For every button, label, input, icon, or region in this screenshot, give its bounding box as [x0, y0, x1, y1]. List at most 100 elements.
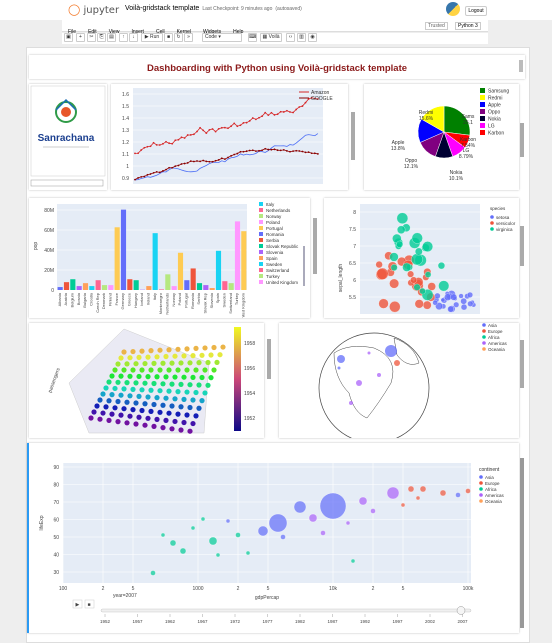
restart-icon[interactable]: ↻ [174, 33, 183, 42]
x-tick-label: Netherlands [164, 293, 169, 315]
jupyter-logo[interactable]: ◯ jupyter [68, 3, 120, 16]
pie-label: Apple [392, 140, 405, 146]
slider-tick-label: 1992 [360, 619, 371, 624]
scatter3d-point [109, 411, 115, 417]
scatter3d-point [139, 387, 145, 393]
trusted-indicator[interactable]: Trusted [425, 22, 448, 30]
series-point [149, 145, 152, 148]
pie-chart[interactable]: Sams25.1Redmi15.6%Apple13.8%Oppo12.1%Nok… [364, 84, 519, 190]
bar [222, 281, 228, 290]
series-point [137, 152, 139, 155]
bubble [319, 492, 347, 520]
scrollbar[interactable] [520, 226, 524, 266]
camera-icon[interactable]: ◉ [308, 33, 317, 42]
bubble [257, 525, 269, 537]
scatter3d-point [97, 397, 103, 403]
scatter3d-point [139, 367, 145, 373]
add-cell-icon[interactable]: + [76, 33, 85, 42]
move-down-icon[interactable]: ↓ [129, 33, 138, 42]
stop-icon: ■ [88, 602, 91, 608]
menu-edit[interactable]: Edit [88, 29, 97, 35]
y-tick-label: 70 [53, 500, 59, 506]
data-point [460, 297, 467, 305]
year-slider-track[interactable] [100, 608, 472, 613]
code-icon[interactable]: ‹› [286, 33, 295, 42]
scrollbar[interactable] [313, 218, 317, 274]
legend-label: Oppo [488, 110, 500, 116]
menu-help[interactable]: Help [233, 29, 244, 35]
bar [120, 209, 127, 290]
series-point [177, 164, 180, 167]
series-point [233, 122, 236, 125]
logout-button[interactable]: Logout [465, 6, 487, 16]
scatter3d-point [181, 396, 187, 402]
keyboard-icon[interactable]: ⌨ [248, 33, 257, 42]
scrollbar[interactable] [519, 60, 523, 72]
y-axis-title: lifeExp [39, 515, 45, 530]
data-point [378, 298, 389, 309]
series-point [224, 158, 226, 160]
paste-icon[interactable]: ▤ [107, 33, 116, 42]
legend-swatch [480, 88, 485, 93]
series-point [264, 111, 267, 114]
scatter3d-point [115, 398, 121, 405]
series-point [196, 160, 198, 162]
series-point [276, 113, 279, 116]
gapminder-bubble-chart[interactable]: 90 80 70 60 50 40 30 100 2 5 1000 2 5 10k 2 5 100k lifeEx… [29, 443, 519, 633]
menu-widgets[interactable]: Widgets [203, 29, 222, 35]
scatter3d-point [100, 391, 106, 397]
run-button[interactable]: ▶ Run [141, 33, 163, 42]
legend-swatch [259, 226, 263, 230]
scatter3d-point [202, 390, 208, 396]
surface-3d-plot[interactable]: passengers 1958 1956 1954 1952 [29, 323, 264, 438]
iris-scatter[interactable]: sepal_length 8 7.5 7 6.5 6 5.5 species setosaver… [324, 198, 519, 318]
legend-swatch [259, 208, 263, 212]
bar [108, 285, 114, 290]
cut-icon[interactable]: ✂ [87, 33, 96, 42]
copy-icon[interactable]: ⎘ [97, 33, 106, 42]
series-point [143, 175, 146, 178]
bar [228, 283, 234, 290]
series-point [205, 160, 208, 163]
scatter3d-point [115, 419, 121, 425]
series-point [220, 157, 223, 160]
scrollbar[interactable] [351, 112, 355, 160]
slider-tick-label: 1972 [230, 619, 241, 624]
grid-icon[interactable]: ▥ [297, 33, 306, 42]
stop-button[interactable] [84, 599, 95, 609]
scrollbar[interactable] [267, 339, 271, 379]
play-button[interactable] [72, 599, 83, 609]
y-tick-label: 6 [353, 278, 356, 284]
scatter3d-point [163, 395, 169, 401]
menu-kernel[interactable]: Kernel [176, 29, 192, 35]
menu-insert[interactable]: Insert [131, 29, 144, 35]
fast-forward-icon[interactable]: » [184, 33, 193, 42]
cell-type-select[interactable]: Code ▾ [202, 33, 242, 42]
scatter3d-point [100, 410, 106, 416]
series-point [261, 115, 263, 118]
notebook-title[interactable]: Voilà-gridstack template Last Checkpoint:… [125, 5, 302, 12]
voila-button[interactable]: ▦ Voilà [260, 33, 282, 42]
menu-file[interactable]: File [68, 29, 77, 35]
legend-marker [482, 335, 486, 339]
stop-icon[interactable]: ■ [164, 33, 173, 42]
bubble [160, 532, 166, 538]
kernel-indicator[interactable]: Python 3 [455, 22, 481, 30]
move-up-icon[interactable]: ↑ [119, 33, 128, 42]
scatter3d-point [145, 415, 151, 421]
menu-cell[interactable]: Cell [155, 29, 165, 35]
year-slider-handle[interactable] [456, 606, 466, 615]
pie-label: LG [463, 148, 470, 154]
scrollbar[interactable] [520, 340, 524, 388]
scrollbar[interactable] [520, 458, 524, 628]
scatter3d-point [157, 388, 163, 394]
x-tick-label: Portugal [183, 293, 188, 308]
legend-marker [479, 499, 483, 503]
save-icon[interactable]: ▣ [64, 33, 73, 42]
scrollbar[interactable] [520, 123, 524, 157]
menu-view[interactable]: View [108, 29, 120, 35]
x-tick-label: United Kingdom [240, 292, 245, 318]
